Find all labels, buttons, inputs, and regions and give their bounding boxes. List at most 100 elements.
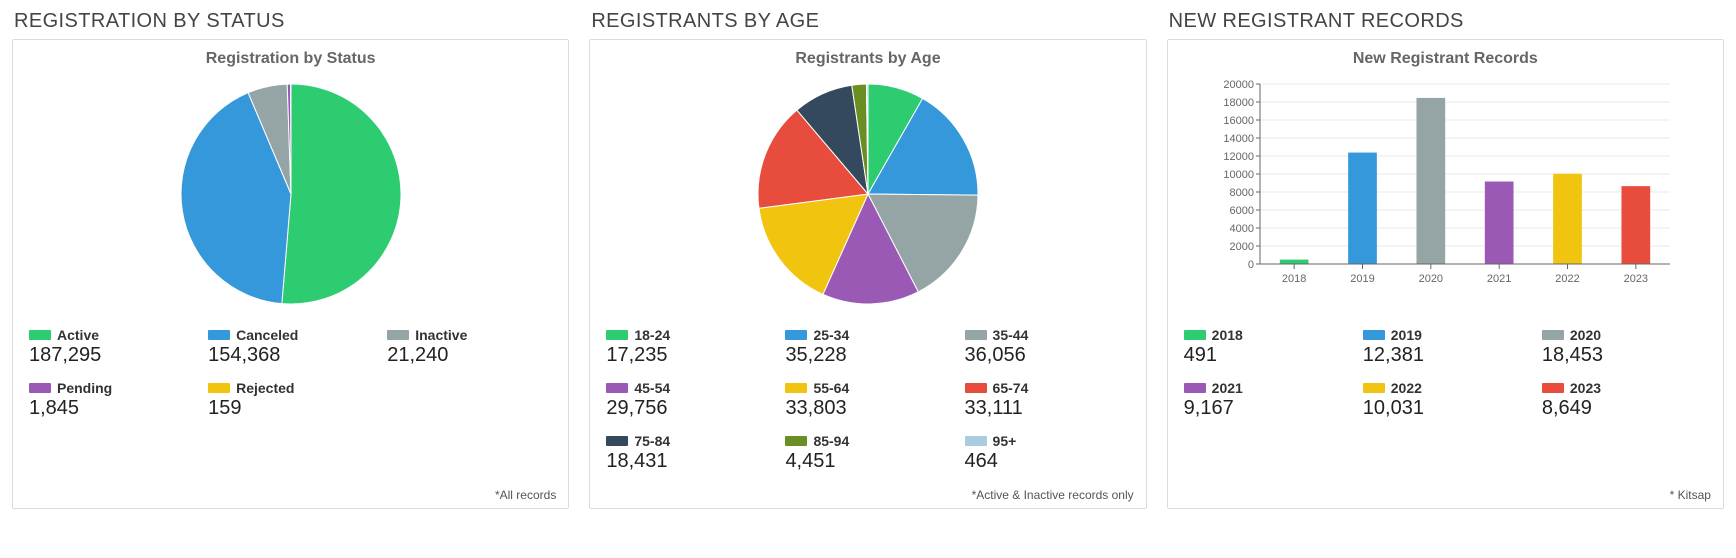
legend-label: 2019	[1391, 328, 1422, 342]
svg-text:8000: 8000	[1230, 187, 1254, 199]
legend-item: 2020 18,453	[1540, 324, 1709, 375]
legend-swatch	[606, 383, 628, 393]
panel-registration-by-status: REGISTRATION BY STATUS Registration by S…	[12, 10, 569, 509]
card: New Registrant Records 0 2000 4000 6000 8000…	[1167, 39, 1724, 509]
legend-label: 2021	[1212, 381, 1243, 395]
legend-value: 4,451	[785, 450, 950, 473]
legend-value: 35,228	[785, 344, 950, 367]
legend-swatch	[29, 330, 51, 340]
legend-swatch	[785, 383, 807, 393]
legend-item: 202210,031	[1361, 377, 1530, 428]
svg-text:0: 0	[1248, 259, 1254, 271]
legend-label: Rejected	[236, 381, 294, 395]
legend-label: 85-94	[813, 434, 849, 448]
legend-swatch	[29, 383, 51, 393]
legend-item: Rejected 159	[206, 377, 375, 428]
card: Registration by Status Active187,295Canc…	[12, 39, 569, 509]
legend-value: 33,803	[785, 397, 950, 420]
legend-label: 2020	[1570, 328, 1601, 342]
legend-item: 55-64 33,803	[783, 377, 952, 428]
legend-label: 2023	[1570, 381, 1601, 395]
legend-item: 2023 8,649	[1540, 377, 1709, 428]
legend-swatch	[606, 436, 628, 446]
bar	[1348, 153, 1377, 264]
legend-item: 2018 491	[1182, 324, 1351, 375]
legend-value: 21,240	[387, 344, 552, 367]
legend-item: 65-7433,111	[963, 377, 1132, 428]
bar	[1417, 98, 1446, 264]
svg-text:6000: 6000	[1230, 205, 1254, 217]
legend-swatch	[1184, 330, 1206, 340]
legend-swatch	[208, 330, 230, 340]
legend-label: Pending	[57, 381, 112, 395]
svg-text:2020: 2020	[1419, 273, 1443, 285]
legend-value: 12,381	[1363, 344, 1528, 367]
legend-value: 18,453	[1542, 344, 1707, 367]
bar	[1553, 174, 1582, 264]
legend-item: 2021 9,167	[1182, 377, 1351, 428]
chart-title: New Registrant Records	[1182, 50, 1709, 68]
legend-label: 25-34	[813, 328, 849, 342]
svg-text:2000: 2000	[1230, 241, 1254, 253]
legend-value: 491	[1184, 344, 1349, 367]
legend-value: 10,031	[1363, 397, 1528, 420]
legend-value: 8,649	[1542, 397, 1707, 420]
svg-text:4000: 4000	[1230, 223, 1254, 235]
legend-value: 1,845	[29, 397, 194, 420]
section-title: REGISTRANTS BY AGE	[591, 10, 1146, 33]
legend-item: 35-4436,056	[963, 324, 1132, 375]
section-title: REGISTRATION BY STATUS	[14, 10, 569, 33]
legend-swatch	[965, 330, 987, 340]
legend-label: 18-24	[634, 328, 670, 342]
footnote: *Active & Inactive records only	[972, 488, 1134, 502]
svg-text:20000: 20000	[1224, 79, 1255, 91]
legend-swatch	[1363, 330, 1385, 340]
legend-swatch	[1542, 383, 1564, 393]
pie-chart-status	[27, 74, 554, 314]
svg-text:2023: 2023	[1624, 273, 1648, 285]
legend-item: 85-94 4,451	[783, 430, 952, 481]
panel-registrants-by-age: REGISTRANTS BY AGE Registrants by Age 18…	[589, 10, 1146, 509]
legend-label: 55-64	[813, 381, 849, 395]
legend-label: 75-84	[634, 434, 670, 448]
legend-swatch	[208, 383, 230, 393]
legend-label: Canceled	[236, 328, 298, 342]
legend-swatch	[785, 330, 807, 340]
chart-title: Registrants by Age	[604, 50, 1131, 68]
legend-swatch	[387, 330, 409, 340]
legend-item: Active 187,295	[27, 324, 196, 375]
legend-label: 95+	[993, 434, 1017, 448]
svg-text:16000: 16000	[1224, 115, 1255, 127]
dashboard: REGISTRATION BY STATUS Registration by S…	[0, 0, 1736, 519]
legend-value: 18,431	[606, 450, 771, 473]
svg-text:2021: 2021	[1487, 273, 1511, 285]
legend-value: 9,167	[1184, 397, 1349, 420]
legend-value: 17,235	[606, 344, 771, 367]
pie-chart-age	[604, 74, 1131, 314]
legend-label: Inactive	[415, 328, 467, 342]
legend-swatch	[1542, 330, 1564, 340]
legend-item: 2019 12,381	[1361, 324, 1530, 375]
legend-swatch	[1184, 383, 1206, 393]
legend-item: 18-24 17,235	[604, 324, 773, 375]
legend-value: 154,368	[208, 344, 373, 367]
card: Registrants by Age 18-24 17,235 25-34 35,22…	[589, 39, 1146, 509]
legend-item: Inactive 21,240	[385, 324, 554, 375]
svg-text:18000: 18000	[1224, 97, 1255, 109]
legend-value: 33,111	[965, 397, 1130, 420]
legend-label: Active	[57, 328, 99, 342]
pie-slice	[281, 84, 400, 304]
legend-value: 29,756	[606, 397, 771, 420]
legend-item: 45-54 29,756	[604, 377, 773, 428]
legend-value: 464	[965, 450, 1130, 473]
legend-label: 2018	[1212, 328, 1243, 342]
svg-text:10000: 10000	[1224, 169, 1255, 181]
svg-text:2019: 2019	[1351, 273, 1375, 285]
bar-chart-new-records: 0200040006000800010000120001400016000180…	[1182, 74, 1709, 314]
footnote: * Kitsap	[1670, 488, 1711, 502]
legend-value: 187,295	[29, 344, 194, 367]
legend-item: Canceled 154,368	[206, 324, 375, 375]
svg-text:2018: 2018	[1282, 273, 1306, 285]
legend-value: 159	[208, 397, 373, 420]
legend-label: 45-54	[634, 381, 670, 395]
